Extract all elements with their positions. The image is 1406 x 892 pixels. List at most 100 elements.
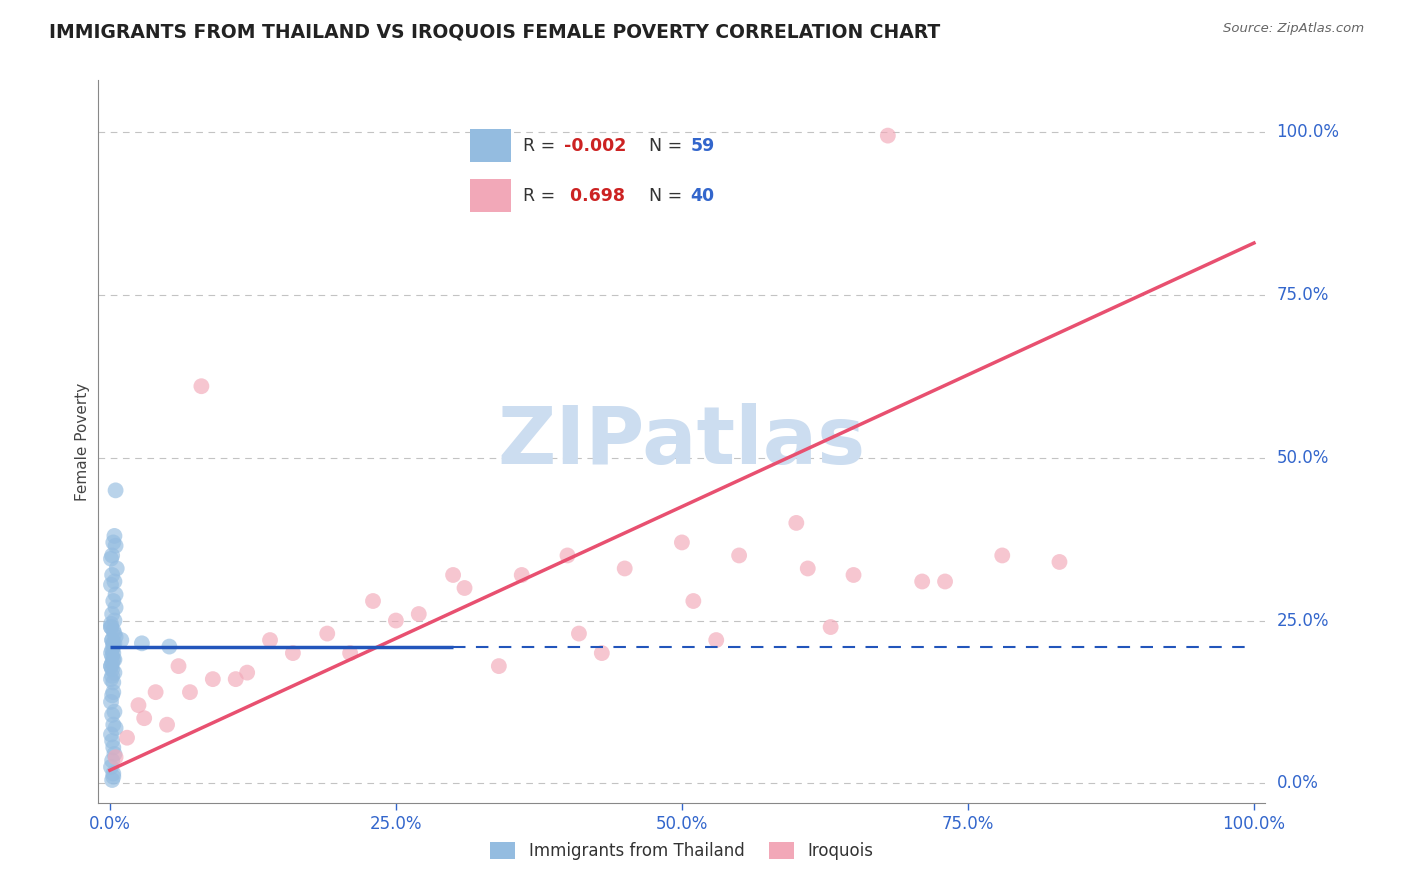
Text: ZIPatlas: ZIPatlas bbox=[498, 402, 866, 481]
Point bbox=[876, 128, 898, 143]
Point bbox=[156, 717, 179, 731]
Point bbox=[101, 633, 124, 648]
Point bbox=[100, 551, 122, 566]
Point bbox=[103, 626, 125, 640]
Point bbox=[682, 594, 704, 608]
Text: 0.0%: 0.0% bbox=[1277, 774, 1319, 792]
Point bbox=[339, 646, 361, 660]
Point bbox=[728, 549, 751, 563]
Point bbox=[101, 772, 124, 787]
Point bbox=[157, 640, 180, 654]
Point bbox=[103, 624, 125, 638]
Point bbox=[557, 549, 579, 563]
Point bbox=[103, 747, 125, 761]
Legend: Immigrants from Thailand, Iroquois: Immigrants from Thailand, Iroquois bbox=[484, 835, 880, 867]
Point bbox=[361, 594, 384, 608]
Point bbox=[103, 652, 125, 666]
Point bbox=[115, 731, 138, 745]
Point bbox=[100, 646, 122, 660]
Y-axis label: Female Poverty: Female Poverty bbox=[75, 383, 90, 500]
Text: 75.0%: 75.0% bbox=[1277, 286, 1329, 304]
Point bbox=[100, 659, 122, 673]
Point bbox=[101, 734, 124, 748]
Point bbox=[103, 646, 125, 660]
Point bbox=[671, 535, 693, 549]
Point bbox=[105, 561, 128, 575]
Point bbox=[100, 727, 122, 741]
Point bbox=[101, 754, 124, 768]
Point bbox=[145, 685, 167, 699]
Point bbox=[104, 750, 127, 764]
Text: Source: ZipAtlas.com: Source: ZipAtlas.com bbox=[1223, 22, 1364, 36]
Point bbox=[101, 649, 124, 664]
Point bbox=[103, 614, 125, 628]
Point bbox=[101, 669, 124, 683]
Point bbox=[110, 633, 132, 648]
Point bbox=[385, 614, 408, 628]
Point bbox=[1049, 555, 1071, 569]
Point bbox=[103, 636, 125, 650]
Point bbox=[236, 665, 259, 680]
Point bbox=[100, 672, 122, 686]
Point bbox=[103, 717, 125, 731]
Point bbox=[820, 620, 842, 634]
Point bbox=[101, 643, 124, 657]
Point bbox=[103, 529, 125, 543]
Point bbox=[101, 607, 124, 621]
Point bbox=[842, 568, 865, 582]
Point bbox=[101, 662, 124, 676]
Text: 100.0%: 100.0% bbox=[1277, 123, 1340, 141]
Point bbox=[441, 568, 464, 582]
Point bbox=[591, 646, 613, 660]
Point bbox=[103, 594, 125, 608]
Point bbox=[134, 711, 156, 725]
Text: 25.0%: 25.0% bbox=[1277, 612, 1329, 630]
Point bbox=[785, 516, 807, 530]
Point bbox=[103, 705, 125, 719]
Point bbox=[510, 568, 533, 582]
Point bbox=[101, 568, 124, 582]
Text: IMMIGRANTS FROM THAILAND VS IROQUOIS FEMALE POVERTY CORRELATION CHART: IMMIGRANTS FROM THAILAND VS IROQUOIS FEM… bbox=[49, 22, 941, 41]
Point bbox=[167, 659, 190, 673]
Point bbox=[100, 620, 122, 634]
Point bbox=[103, 535, 125, 549]
Point bbox=[100, 659, 122, 673]
Point bbox=[797, 561, 820, 575]
Point bbox=[991, 549, 1014, 563]
Point bbox=[100, 620, 122, 634]
Point bbox=[316, 626, 339, 640]
Point bbox=[100, 616, 122, 631]
Point bbox=[103, 640, 125, 654]
Point bbox=[101, 707, 124, 722]
Point bbox=[225, 672, 247, 686]
Point bbox=[100, 578, 122, 592]
Point bbox=[104, 630, 127, 644]
Point bbox=[104, 483, 127, 498]
Point bbox=[103, 675, 125, 690]
Point bbox=[100, 695, 122, 709]
Point bbox=[104, 721, 127, 735]
Point bbox=[101, 689, 124, 703]
Point bbox=[104, 600, 127, 615]
Point bbox=[281, 646, 304, 660]
Point bbox=[103, 766, 125, 780]
Point bbox=[190, 379, 212, 393]
Point bbox=[101, 633, 124, 648]
Point bbox=[934, 574, 956, 589]
Point bbox=[408, 607, 430, 621]
Point bbox=[179, 685, 201, 699]
Point bbox=[103, 685, 125, 699]
Point bbox=[100, 760, 122, 774]
Point bbox=[103, 574, 125, 589]
Point bbox=[104, 587, 127, 601]
Text: 50.0%: 50.0% bbox=[1277, 449, 1329, 467]
Point bbox=[103, 740, 125, 755]
Point bbox=[103, 652, 125, 666]
Point bbox=[103, 636, 125, 650]
Point bbox=[488, 659, 510, 673]
Point bbox=[101, 549, 124, 563]
Point bbox=[101, 656, 124, 670]
Point bbox=[568, 626, 591, 640]
Point bbox=[103, 665, 125, 680]
Point bbox=[613, 561, 636, 575]
